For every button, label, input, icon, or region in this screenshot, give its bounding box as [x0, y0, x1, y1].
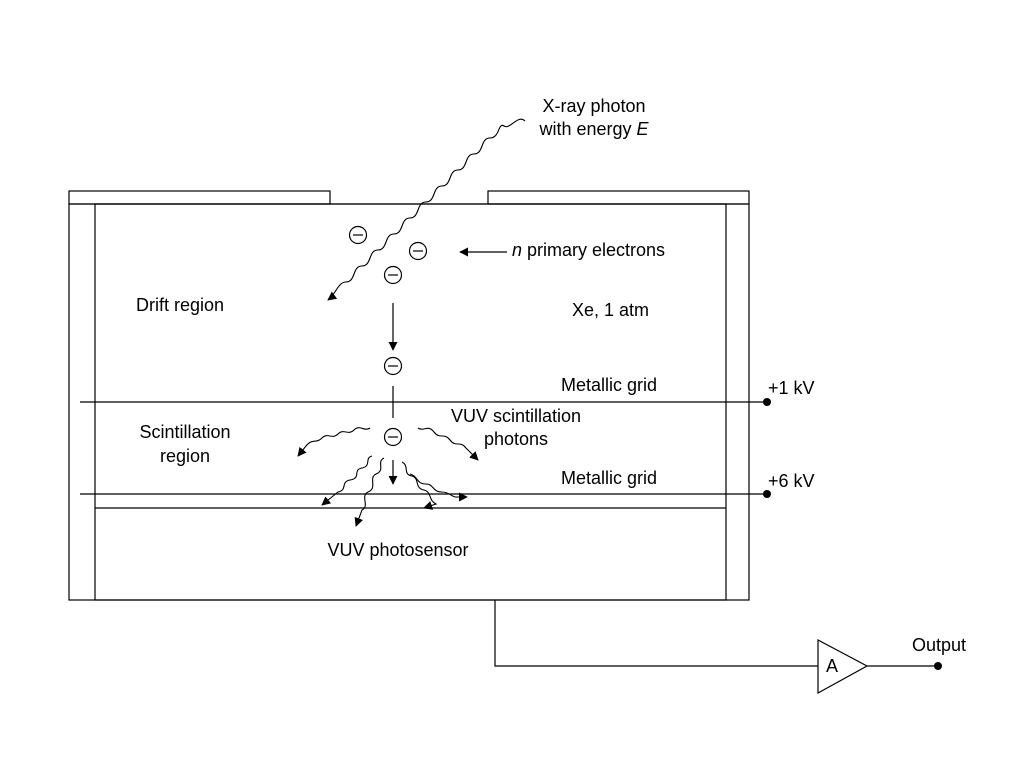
- output-terminal: [934, 662, 942, 670]
- terminal-upper: [763, 398, 771, 406]
- vuv-photon-arrow: [354, 457, 385, 527]
- vuv-photon-arrow: [409, 473, 468, 502]
- amplifier-label: A: [826, 656, 838, 676]
- gas-label: Xe, 1 atm: [572, 300, 649, 320]
- drift-region-label: Drift region: [136, 295, 224, 315]
- scintillation-region-label-2: region: [160, 446, 210, 466]
- amplifier: [817, 639, 869, 695]
- vuv-photon-arrow: [297, 427, 371, 457]
- xray-energy-label: with energy E: [538, 119, 649, 139]
- grid-upper-label: Metallic grid: [561, 375, 657, 395]
- photosensor-label: VUV photosensor: [327, 540, 468, 560]
- window-flange-right: [487, 190, 750, 205]
- vuv-photons: [297, 427, 479, 527]
- primary-electrons: [348, 225, 428, 285]
- xray-photon-path: [327, 118, 526, 301]
- signal-wire: [494, 600, 818, 667]
- vuv-photons-label-2: photons: [484, 429, 548, 449]
- vuv-photon-arrow: [417, 427, 479, 461]
- voltage-upper-label: +1 kV: [768, 378, 815, 398]
- primary-electrons-label: n primary electrons: [512, 240, 665, 260]
- terminal-lower: [763, 490, 771, 498]
- vuv-photon-arrow: [321, 455, 373, 506]
- vuv-photons-label-1: VUV scintillation: [451, 406, 581, 426]
- output-label: Output: [912, 635, 966, 655]
- voltage-lower-label: +6 kV: [768, 471, 815, 491]
- window-flange-left: [68, 190, 331, 205]
- vuv-photon-arrow: [401, 461, 438, 510]
- scintillation-region-label-1: Scintillation: [139, 422, 230, 442]
- xray-photon-label: X-ray photon: [542, 96, 645, 116]
- grid-lower-label: Metallic grid: [561, 468, 657, 488]
